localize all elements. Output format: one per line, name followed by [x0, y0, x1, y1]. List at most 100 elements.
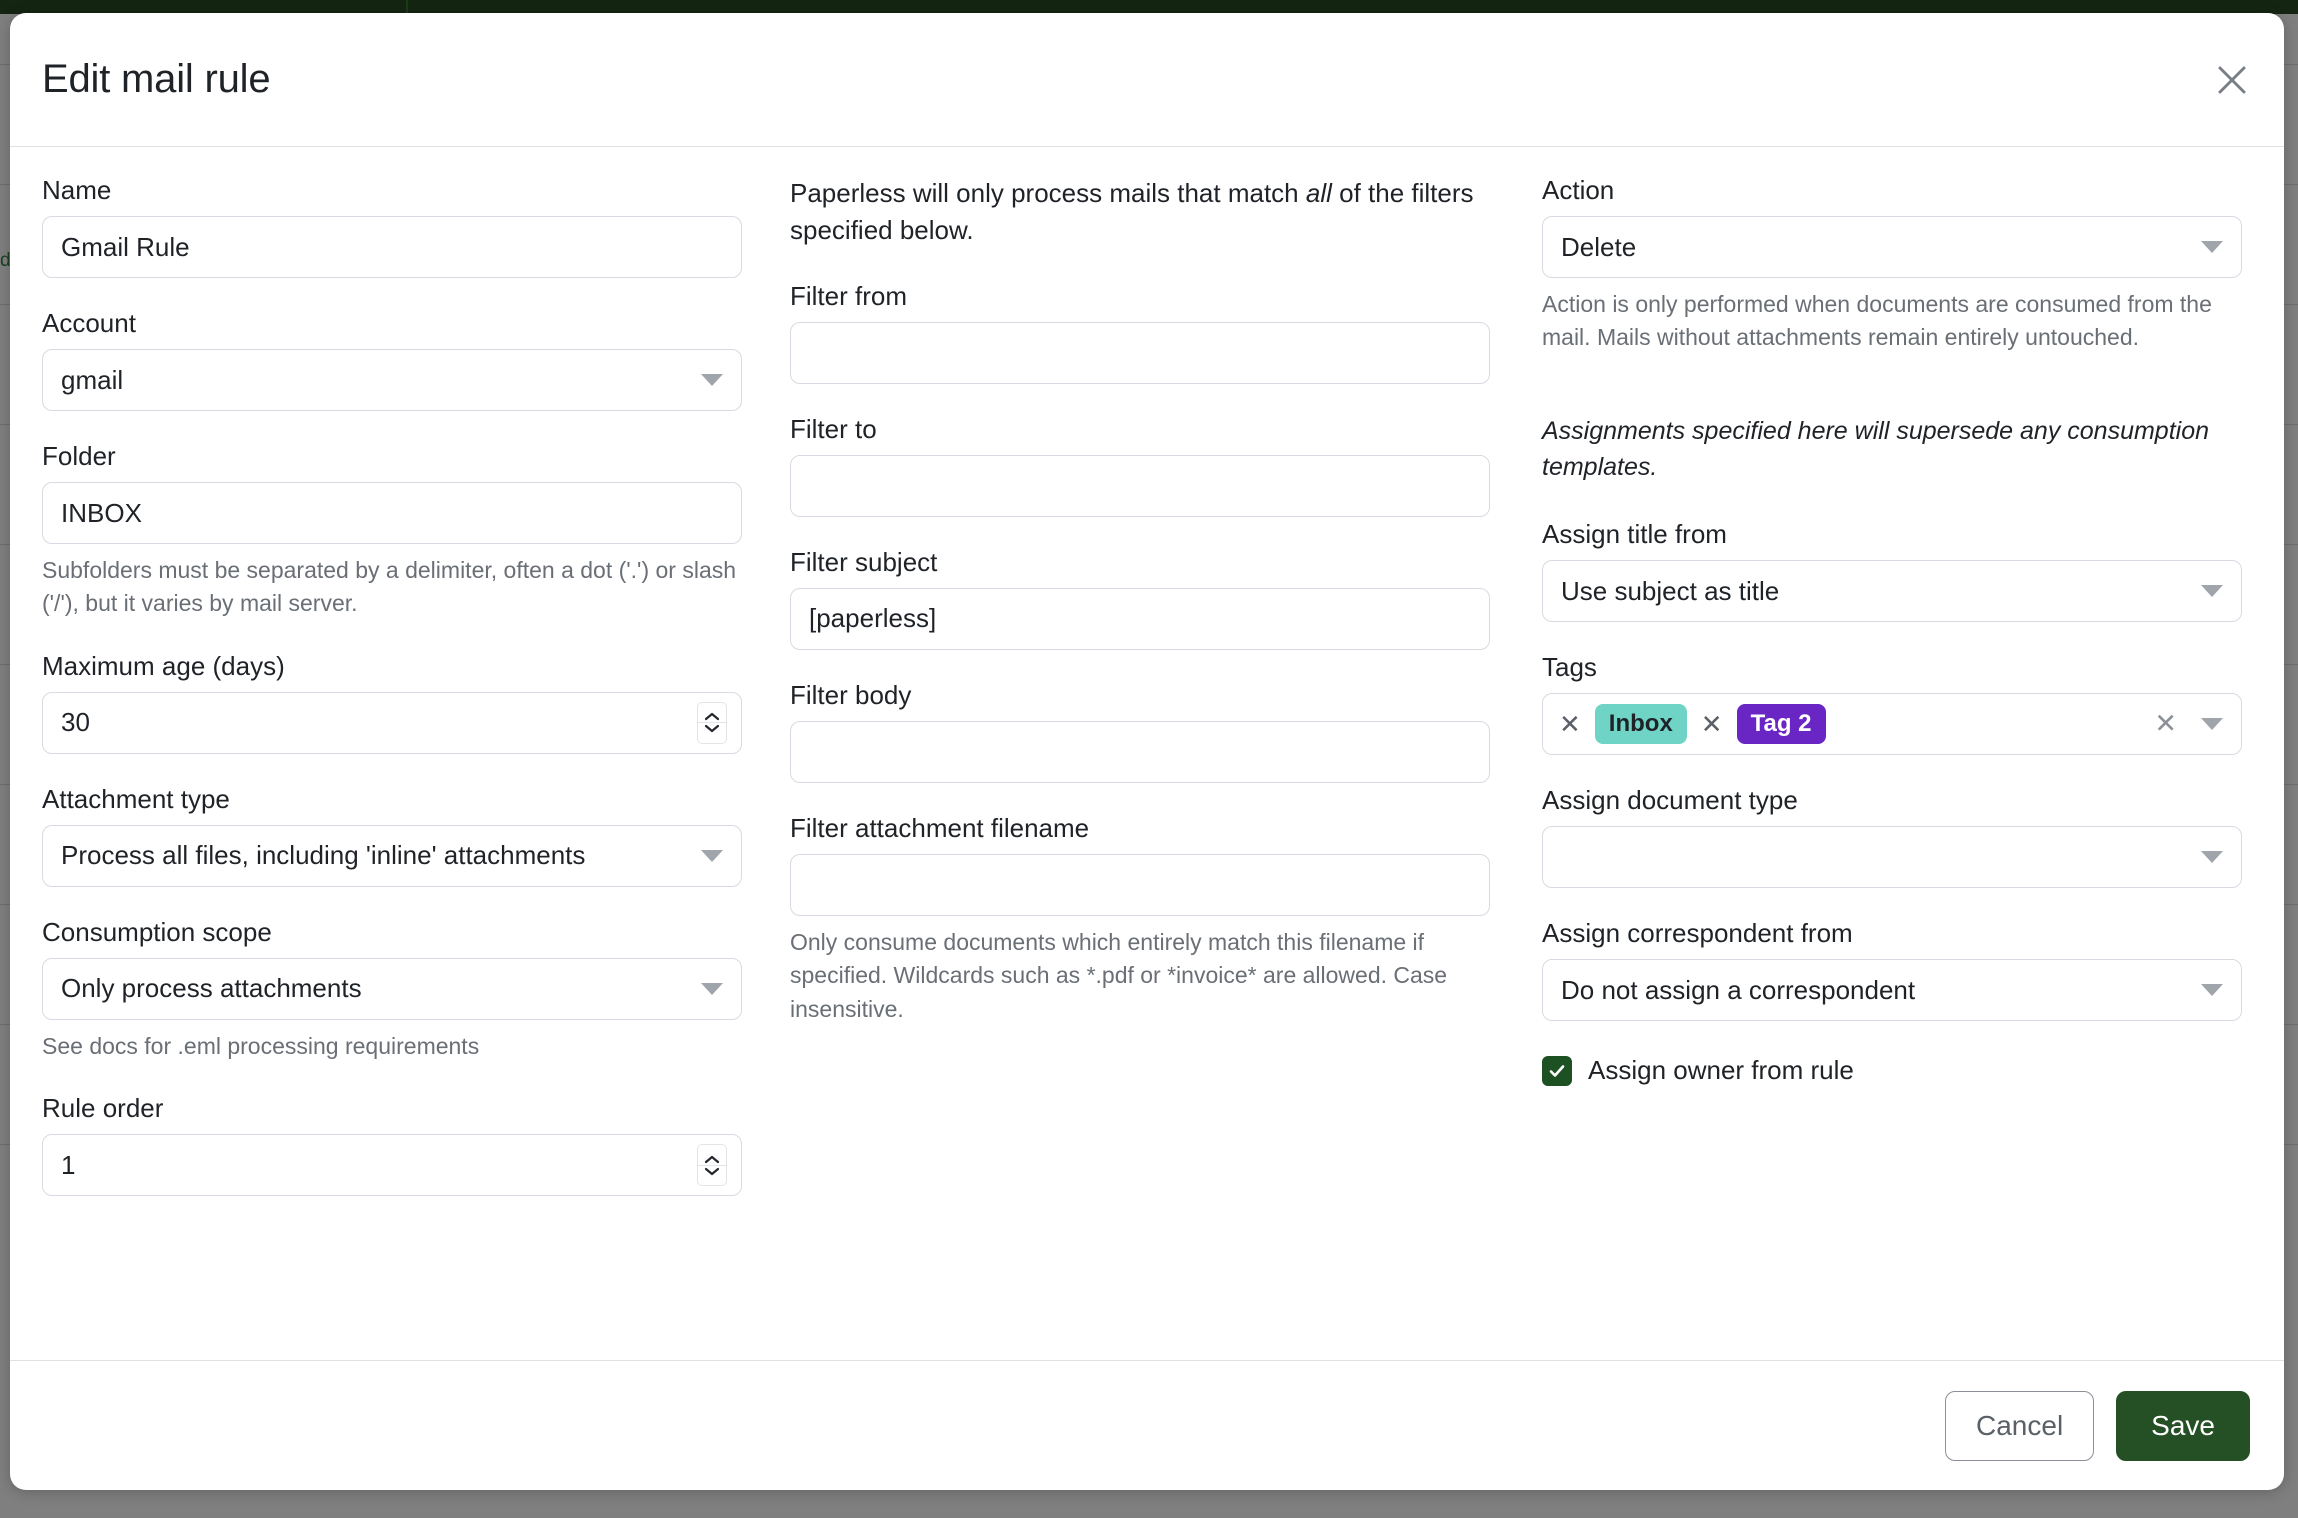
assign-document-type-select[interactable]: [1542, 826, 2242, 889]
chevron-down-icon: [701, 982, 723, 995]
attachment-type-value: Process all files, including 'inline' at…: [61, 840, 586, 871]
field-action: Action Delete Action is only performed w…: [1542, 175, 2242, 355]
name-input[interactable]: Gmail Rule: [42, 216, 742, 278]
account-select[interactable]: gmail: [42, 349, 742, 411]
consumption-scope-help-text: See docs for .eml processing requirement…: [42, 1032, 480, 1059]
field-filter-to: Filter to: [790, 414, 1494, 517]
field-assign-document-type: Assign document type: [1542, 785, 2242, 889]
field-consumption-scope: Consumption scope Only process attachmen…: [42, 917, 742, 1063]
folder-help-text: Subfolders must be separated by a delimi…: [42, 557, 737, 617]
filter-attachment-filename-help-text: Only consume documents which entirely ma…: [790, 928, 1448, 1022]
field-attachment-type: Attachment type Process all files, inclu…: [42, 784, 742, 887]
action-select[interactable]: Delete: [1542, 216, 2242, 278]
field-tags: Tags ✕ Inbox ✕ Tag 2 ✕: [1542, 652, 2242, 756]
filter-subject-input[interactable]: [paperless]: [790, 587, 1490, 650]
filter-attachment-filename-label: Filter attachment filename: [790, 812, 1090, 843]
consumption-scope-select[interactable]: Only process attachments: [42, 957, 742, 1020]
assign-owner-label: Assign owner from rule: [1588, 1055, 1854, 1086]
name-value: Gmail Rule: [61, 231, 190, 262]
tags-label: Tags: [1542, 652, 1597, 683]
edit-mail-rule-dialog: Edit mail rule Name Gmail Rule Account g…: [10, 13, 2284, 1490]
filter-attachment-filename-input[interactable]: [790, 853, 1490, 916]
topbar-divider: [406, 0, 408, 14]
remove-tag-icon[interactable]: ✕: [1559, 709, 1581, 740]
assign-document-type-label: Assign document type: [1542, 785, 1798, 816]
field-assign-owner-from-rule: Assign owner from rule: [1542, 1055, 2242, 1086]
chevron-down-icon: [2201, 984, 2223, 997]
tag-chip[interactable]: Inbox: [1594, 704, 1687, 745]
chevron-down-icon: [2201, 241, 2223, 253]
check-icon: [1549, 1064, 1565, 1077]
assign-owner-checkbox[interactable]: [1542, 1055, 1572, 1086]
chevron-up-icon: [704, 1155, 720, 1163]
field-name: Name Gmail Rule: [42, 175, 742, 278]
chevron-down-icon: [704, 725, 720, 733]
filters-intro-text: Paperless will only process mails that m…: [790, 175, 1490, 249]
rule-order-input[interactable]: 1: [42, 1134, 742, 1197]
attachment-type-label: Attachment type: [42, 783, 230, 814]
filter-from-label: Filter from: [790, 280, 907, 311]
filters-intro-suffix: of the filters specified below.: [790, 178, 1474, 245]
name-label: Name: [42, 175, 112, 205]
account-label: Account: [42, 308, 136, 338]
filter-to-input[interactable]: [790, 454, 1490, 517]
rule-order-label: Rule order: [42, 1093, 164, 1124]
chevron-down-icon: [701, 849, 723, 862]
number-stepper[interactable]: [697, 701, 727, 744]
close-icon: [2212, 60, 2252, 100]
field-account: Account gmail: [42, 308, 742, 411]
field-filter-body: Filter body: [790, 680, 1494, 783]
save-button[interactable]: Save: [2116, 1390, 2250, 1461]
field-assign-correspondent-from: Assign correspondent from Do not assign …: [1542, 918, 2242, 1022]
assign-title-from-label: Assign title from: [1542, 519, 1727, 550]
filters-intro-emphasis: all: [1305, 178, 1332, 208]
chevron-down-icon: [704, 1167, 720, 1175]
maximum-age-label: Maximum age (days): [42, 650, 285, 681]
filters-intro-prefix: Paperless will only process mails that m…: [790, 178, 1306, 208]
tag-chip[interactable]: Tag 2: [1736, 704, 1826, 745]
clear-tags-icon[interactable]: ✕: [2154, 708, 2177, 739]
filter-to-label: Filter to: [790, 413, 877, 444]
assign-title-from-select[interactable]: Use subject as title: [1542, 560, 2242, 623]
consumption-scope-label: Consumption scope: [42, 916, 272, 947]
column-settings: Name Gmail Rule Account gmail Folder INB…: [42, 175, 742, 1360]
field-assign-title-from: Assign title from Use subject as title: [1542, 519, 2242, 623]
chevron-down-icon: [2201, 851, 2223, 864]
assign-correspondent-from-label: Assign correspondent from: [1542, 918, 1853, 949]
dialog-header: Edit mail rule: [10, 13, 2284, 147]
chevron-down-icon: [701, 374, 723, 386]
filter-subject-label: Filter subject: [790, 546, 938, 577]
close-button[interactable]: [2206, 54, 2258, 106]
page-title: Edit mail rule: [42, 57, 271, 101]
assign-correspondent-from-select[interactable]: Do not assign a correspondent: [1542, 959, 2242, 1022]
consumption-scope-value: Only process attachments: [61, 973, 362, 1004]
action-value: Delete: [1561, 231, 1637, 262]
dialog-body: Name Gmail Rule Account gmail Folder INB…: [10, 147, 2284, 1360]
number-stepper[interactable]: [697, 1144, 727, 1187]
tags-select[interactable]: ✕ Inbox ✕ Tag 2 ✕: [1542, 693, 2242, 756]
folder-label: Folder: [42, 441, 116, 471]
filter-from-input[interactable]: [790, 321, 1490, 384]
action-help-text: Action is only performed when documents …: [1542, 291, 2212, 351]
field-filter-from: Filter from: [790, 281, 1494, 384]
folder-input[interactable]: INBOX: [42, 482, 742, 544]
filter-body-input[interactable]: [790, 720, 1490, 783]
dialog-footer: Cancel Save: [10, 1360, 2284, 1490]
backdrop-chip: d: [0, 250, 11, 271]
cancel-button[interactable]: Cancel: [1945, 1390, 2095, 1461]
maximum-age-value: 30: [61, 707, 90, 738]
attachment-type-select[interactable]: Process all files, including 'inline' at…: [42, 824, 742, 887]
chevron-up-icon: [704, 713, 720, 721]
chevron-down-icon: [2201, 718, 2223, 731]
assignments-note: Assignments specified here will supersed…: [1542, 416, 2210, 481]
field-maximum-age: Maximum age (days) 30: [42, 651, 742, 754]
remove-tag-icon[interactable]: ✕: [1700, 709, 1723, 740]
filter-body-label: Filter body: [790, 679, 912, 710]
field-filter-attachment-filename: Filter attachment filename Only consume …: [790, 813, 1494, 1026]
assign-title-from-value: Use subject as title: [1561, 575, 1780, 606]
field-folder: Folder INBOX Subfolders must be separate…: [42, 441, 742, 621]
account-value: gmail: [61, 364, 124, 395]
maximum-age-input[interactable]: 30: [42, 691, 742, 754]
column-filters: Paperless will only process mails that m…: [790, 175, 1494, 1360]
chevron-down-icon: [2201, 585, 2223, 598]
